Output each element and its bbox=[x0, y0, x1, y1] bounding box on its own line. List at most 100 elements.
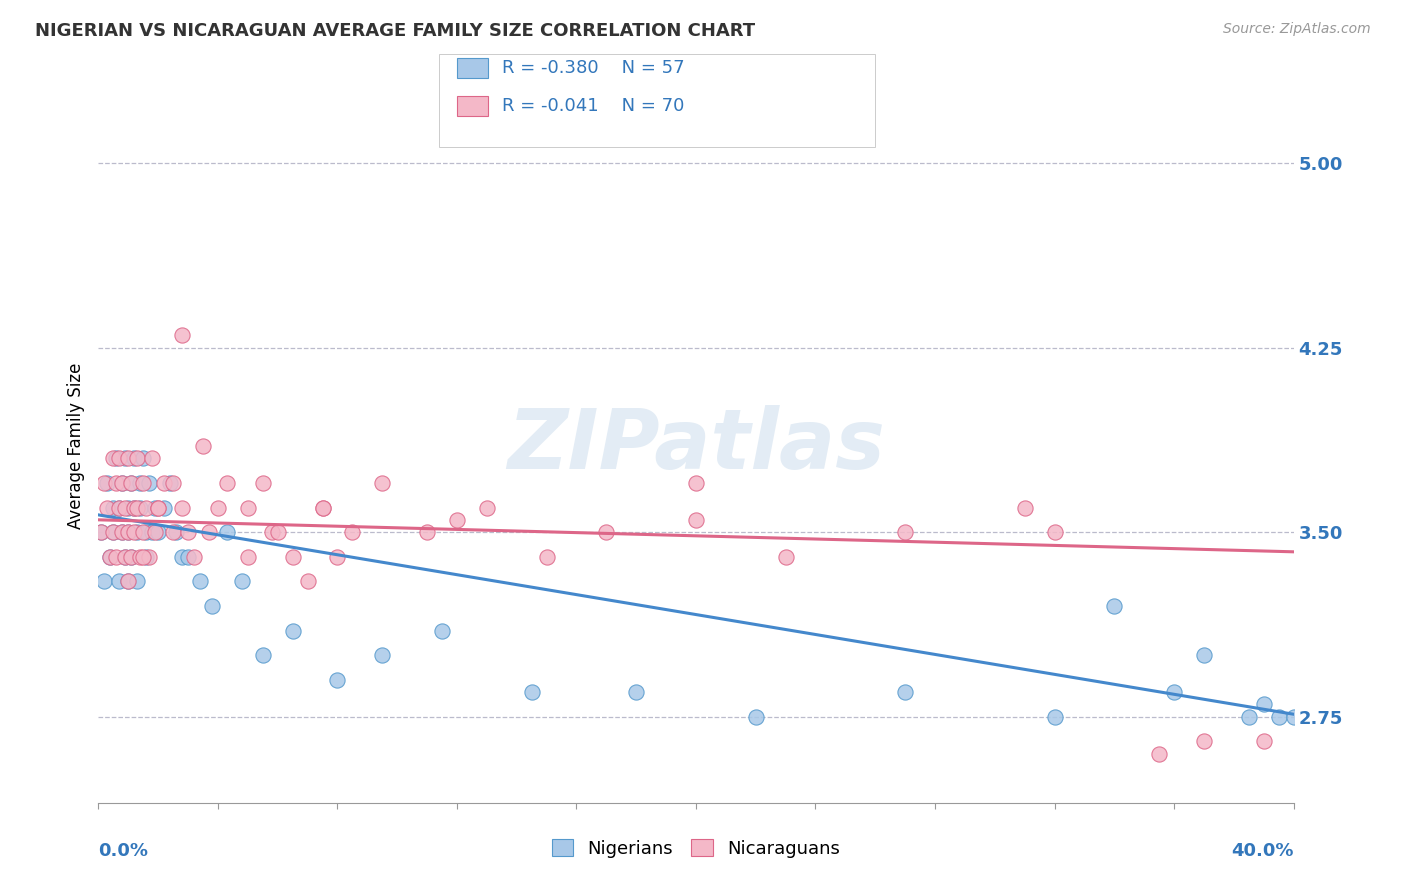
Point bbox=[430, 624, 453, 638]
Point bbox=[536, 549, 558, 564]
Point bbox=[108, 500, 131, 515]
Point bbox=[177, 525, 200, 540]
Point bbox=[120, 549, 142, 564]
Point bbox=[297, 574, 319, 589]
Point bbox=[111, 525, 134, 540]
Point bbox=[105, 475, 128, 490]
Point bbox=[117, 451, 139, 466]
Text: R = -0.380    N = 57: R = -0.380 N = 57 bbox=[502, 59, 685, 77]
Point bbox=[143, 500, 166, 515]
Point bbox=[1104, 599, 1126, 613]
Point bbox=[342, 525, 364, 540]
Point bbox=[371, 648, 394, 662]
Point bbox=[1192, 648, 1215, 662]
Point bbox=[127, 451, 149, 466]
Text: 40.0%: 40.0% bbox=[1232, 842, 1294, 860]
Point bbox=[1192, 734, 1215, 748]
Point bbox=[120, 475, 142, 490]
Text: 0.0%: 0.0% bbox=[98, 842, 149, 860]
Point bbox=[90, 525, 112, 540]
Point bbox=[93, 574, 115, 589]
Point bbox=[260, 525, 283, 540]
Text: Source: ZipAtlas.com: Source: ZipAtlas.com bbox=[1223, 22, 1371, 37]
Point bbox=[183, 549, 205, 564]
Point bbox=[98, 549, 122, 564]
Point bbox=[129, 549, 152, 564]
Point bbox=[894, 525, 917, 540]
Point bbox=[215, 475, 238, 490]
Point bbox=[108, 574, 131, 589]
Point bbox=[191, 439, 214, 453]
Point bbox=[153, 500, 176, 515]
Point bbox=[1253, 698, 1275, 712]
Point bbox=[153, 475, 176, 490]
Point bbox=[114, 451, 136, 466]
Point bbox=[231, 574, 253, 589]
Point bbox=[138, 475, 160, 490]
Point bbox=[416, 525, 439, 540]
Point bbox=[132, 475, 155, 490]
Point bbox=[626, 685, 648, 699]
Point bbox=[111, 525, 134, 540]
Point bbox=[148, 500, 170, 515]
Point bbox=[120, 475, 142, 490]
Point bbox=[1147, 747, 1170, 761]
Point bbox=[201, 599, 224, 613]
Point bbox=[177, 549, 200, 564]
Point bbox=[745, 709, 768, 723]
Point bbox=[138, 549, 160, 564]
Point bbox=[165, 525, 187, 540]
Point bbox=[520, 685, 543, 699]
Point bbox=[326, 549, 349, 564]
Point bbox=[685, 513, 707, 527]
Point bbox=[162, 475, 184, 490]
Point bbox=[143, 525, 166, 540]
Text: ZIPatlas: ZIPatlas bbox=[508, 406, 884, 486]
Point bbox=[103, 451, 125, 466]
Point bbox=[117, 574, 139, 589]
Point bbox=[281, 549, 304, 564]
Point bbox=[1014, 500, 1036, 515]
Point bbox=[446, 513, 468, 527]
Point bbox=[132, 525, 155, 540]
Point bbox=[105, 451, 128, 466]
Point bbox=[103, 525, 125, 540]
Point bbox=[775, 549, 797, 564]
Point bbox=[114, 500, 136, 515]
Point bbox=[103, 500, 125, 515]
Point bbox=[114, 549, 136, 564]
Point bbox=[141, 451, 163, 466]
Point bbox=[103, 525, 125, 540]
Y-axis label: Average Family Size: Average Family Size bbox=[66, 363, 84, 529]
Point bbox=[207, 500, 229, 515]
Point bbox=[114, 549, 136, 564]
Legend: Nigerians, Nicaraguans: Nigerians, Nicaraguans bbox=[544, 832, 848, 865]
Point bbox=[475, 500, 498, 515]
Point bbox=[98, 549, 122, 564]
Point bbox=[281, 624, 304, 638]
Point bbox=[1267, 709, 1289, 723]
Point bbox=[172, 328, 194, 343]
Point bbox=[117, 525, 139, 540]
Point bbox=[371, 475, 394, 490]
Point bbox=[135, 549, 157, 564]
Point bbox=[141, 525, 163, 540]
Point bbox=[1043, 709, 1066, 723]
Point bbox=[148, 500, 170, 515]
Point bbox=[124, 500, 146, 515]
Point bbox=[188, 574, 211, 589]
Point bbox=[124, 525, 146, 540]
Point bbox=[93, 475, 115, 490]
Point bbox=[96, 500, 118, 515]
Point bbox=[132, 549, 155, 564]
Point bbox=[129, 500, 152, 515]
Point bbox=[90, 525, 112, 540]
Point bbox=[1163, 685, 1185, 699]
Point bbox=[124, 500, 146, 515]
Point bbox=[172, 500, 194, 515]
Point bbox=[127, 574, 149, 589]
Point bbox=[127, 500, 149, 515]
Point bbox=[1043, 525, 1066, 540]
Point bbox=[132, 451, 155, 466]
Point bbox=[267, 525, 290, 540]
